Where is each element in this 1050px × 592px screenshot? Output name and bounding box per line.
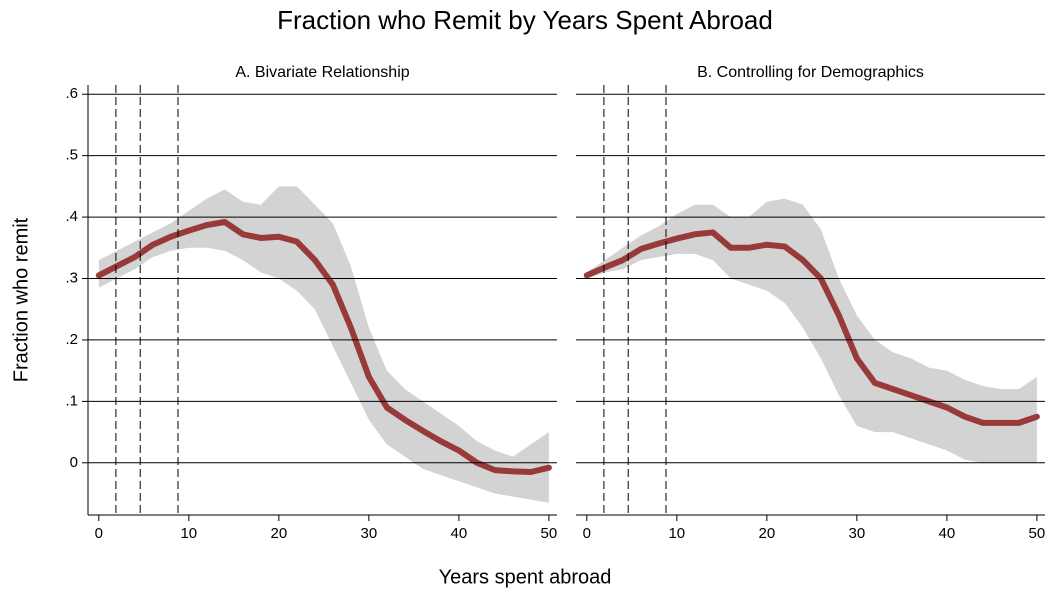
y-tick-label: .3 [65,269,78,286]
x-tick-label: 40 [451,525,468,542]
x-tick-label: 10 [668,525,685,542]
x-tick-label: 40 [939,525,956,542]
line [583,229,1040,426]
x-tick-label: 50 [1029,525,1046,542]
x-tick-label: 20 [758,525,775,542]
chart-title: Fraction who Remit by Years Spent Abroad [277,5,773,35]
x-tick-label: 30 [361,525,378,542]
line [95,218,552,475]
panel-title: A. Bivariate Relationship [235,64,409,81]
panel-title: B. Controlling for Demographics [697,64,924,81]
confidence-band [98,186,549,503]
y-axis-label: Fraction who remit [10,217,32,382]
x-tick-label: 50 [541,525,558,542]
y-tick-label: .4 [65,208,78,225]
y-tick-label: .6 [65,85,78,102]
x-tick-label: 30 [849,525,866,542]
y-tick-label: .1 [65,392,78,409]
x-tick-label: 0 [583,525,591,542]
x-tick-label: 0 [95,525,103,542]
y-tick-label: 0 [70,454,78,471]
confidence-band [586,198,1037,463]
x-axis-label: Years spent abroad [439,566,612,588]
x-tick-label: 20 [270,525,287,542]
y-tick-label: .2 [65,331,78,348]
x-tick-label: 10 [180,525,197,542]
y-tick-label: .5 [65,147,78,164]
